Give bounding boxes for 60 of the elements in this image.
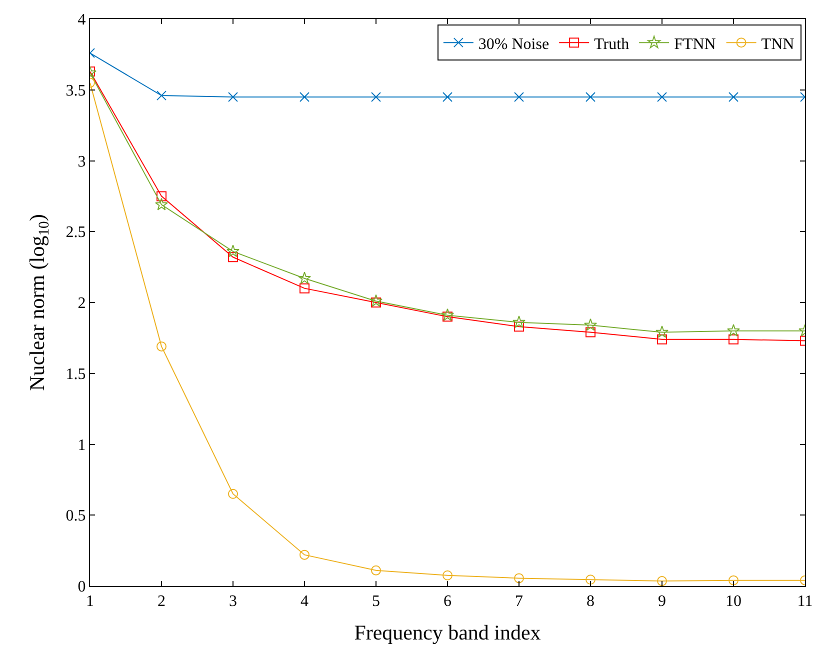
x-tick-label: 3	[229, 593, 237, 610]
point	[371, 565, 381, 576]
y-tick-label: 3.5	[66, 82, 86, 100]
x-axis-title: Frequency band index	[354, 620, 542, 644]
y-tick-label: 1.5	[66, 366, 86, 383]
point	[514, 573, 524, 584]
y-tick-label: 3	[78, 153, 86, 170]
point	[728, 575, 738, 586]
point	[155, 198, 168, 210]
point	[228, 488, 238, 499]
point	[156, 191, 166, 202]
x-tick-label: 6	[444, 593, 452, 610]
point	[584, 318, 597, 331]
y-tick-label: 2.5	[66, 224, 86, 242]
point	[512, 316, 526, 328]
point	[300, 283, 310, 294]
point	[156, 90, 166, 101]
point	[371, 298, 381, 308]
point	[226, 244, 240, 258]
point	[370, 294, 382, 307]
x-tick-label: 5	[372, 593, 380, 610]
point	[657, 334, 667, 344]
point	[156, 341, 166, 352]
point	[514, 92, 524, 102]
point	[298, 272, 311, 284]
x-tick-label: 11	[797, 593, 813, 610]
point	[727, 324, 740, 336]
x-tick-label: 10	[726, 593, 742, 610]
point	[657, 576, 667, 586]
point	[228, 252, 238, 262]
y-tick-label: 2	[78, 295, 86, 312]
x-tick-label: 4	[300, 593, 308, 610]
point	[228, 92, 238, 102]
point	[657, 92, 667, 102]
point	[442, 92, 452, 102]
point	[586, 327, 596, 338]
point	[300, 550, 310, 560]
y-tick-label: 4	[78, 12, 86, 29]
y-tick-label: 0.5	[66, 508, 86, 525]
x-tick-label: 7	[515, 593, 523, 610]
y-tick-label: 0	[78, 578, 86, 596]
y-tick-label: 1	[78, 436, 86, 454]
point	[442, 570, 452, 580]
x-tick-label: 2	[158, 593, 166, 610]
legend-label: Truth	[594, 36, 630, 53]
point	[728, 334, 738, 344]
point	[300, 92, 310, 102]
point	[586, 92, 596, 102]
x-tick-label: 8	[586, 593, 594, 610]
point	[441, 308, 454, 321]
point	[656, 325, 668, 338]
point	[442, 312, 452, 322]
point	[586, 574, 596, 585]
legend-label: 30% Noise	[478, 36, 550, 53]
point	[514, 322, 524, 332]
legend-label: FTNN	[674, 36, 716, 53]
point	[728, 92, 738, 102]
legend-label: TNN	[761, 36, 795, 53]
point	[371, 92, 381, 102]
x-tick-label: 9	[658, 593, 666, 610]
